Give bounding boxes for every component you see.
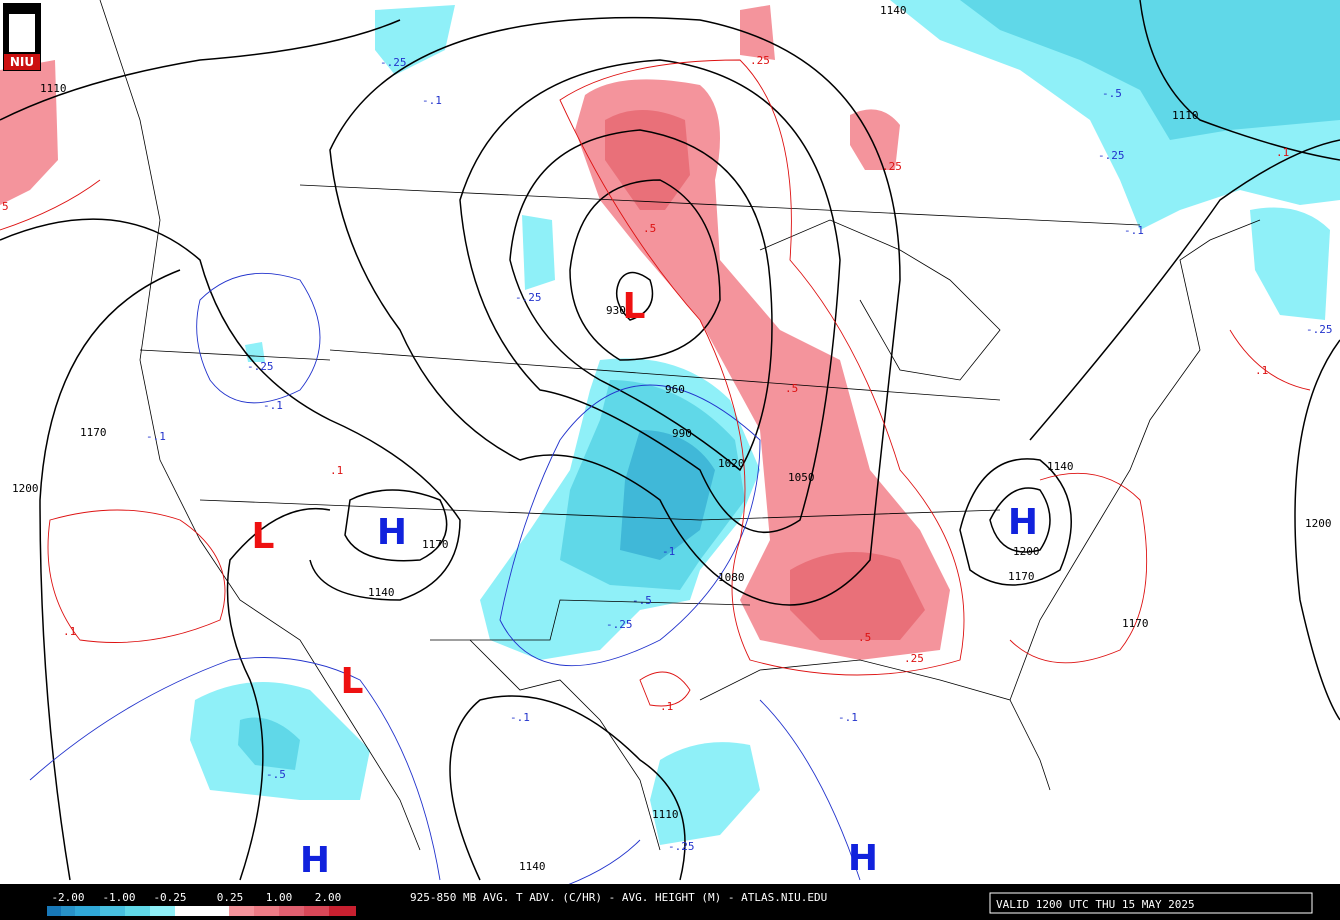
height-label: 1050: [788, 471, 815, 484]
advection-label: -.25: [1306, 323, 1333, 336]
advection-label: -.25: [380, 56, 407, 69]
high-center: H: [377, 512, 407, 553]
height-label: 1200: [12, 482, 39, 495]
advection-label: 5: [2, 200, 9, 213]
height-label: 1170: [422, 538, 449, 551]
height-label: 1170: [1008, 570, 1035, 583]
low-center: L: [623, 286, 646, 327]
height-label: 1020: [718, 457, 745, 470]
advection-label: .25: [750, 54, 770, 67]
height-label: 1110: [652, 808, 679, 821]
advection-label: -.25: [668, 840, 695, 853]
logo: NIU: [3, 3, 41, 71]
height-label: 1200: [1305, 517, 1332, 530]
height-label: 1140: [519, 860, 546, 873]
advection-label: -.1: [1124, 224, 1144, 237]
map-title: 925-850 MB AVG. T ADV. (C/HR) - AVG. HEI…: [410, 891, 827, 904]
advection-label: -.25: [515, 291, 542, 304]
advection-label: -.1: [263, 399, 283, 412]
advection-label: .25: [904, 652, 924, 665]
advection-label: .5: [643, 222, 656, 235]
advection-label: .5: [858, 631, 871, 644]
advection-label: -.25: [247, 360, 274, 373]
height-label: 1110: [1172, 109, 1199, 122]
height-label: 1140: [368, 586, 395, 599]
legend-label: 2.00: [315, 891, 342, 904]
valid-box: [989, 892, 1313, 914]
colorbar: [47, 906, 356, 916]
advection-label: -.5: [632, 594, 652, 607]
advection-label: .1: [1276, 146, 1289, 159]
advection-label: -.25: [1098, 149, 1125, 162]
low-center: L: [252, 516, 275, 557]
advection-label: -.5: [1102, 87, 1122, 100]
high-center: H: [1008, 502, 1038, 543]
height-label: 1080: [718, 571, 745, 584]
height-label: 1170: [1122, 617, 1149, 630]
advection-label: .1: [330, 464, 343, 477]
legend-label: -2.00: [51, 891, 84, 904]
height-label: 1200: [1013, 545, 1040, 558]
contours: [0, 0, 1340, 901]
valid-time: VALID 1200 UTC THU 15 MAY 2025: [996, 898, 1195, 911]
legend-label: 1.00: [266, 891, 293, 904]
low-center: L: [341, 661, 364, 702]
advection-label: -.1: [510, 711, 530, 724]
height-label: 1140: [880, 4, 907, 17]
advection-label: .1: [660, 700, 673, 713]
height-label: 990: [672, 427, 692, 440]
height-label: 1140: [1047, 460, 1074, 473]
logo-text: NIU: [10, 55, 34, 69]
advection-label: -.25: [606, 618, 633, 631]
geography: [99, 0, 1261, 851]
advection-label: -.5: [266, 768, 286, 781]
advection-label: .5: [785, 382, 798, 395]
high-center: H: [300, 840, 330, 881]
advection-label: -.1: [146, 430, 166, 443]
height-label: 1110: [40, 82, 67, 95]
height-label: 960: [665, 383, 685, 396]
legend-label: -1.00: [102, 891, 135, 904]
advection-label: .1: [63, 625, 76, 638]
advection-label: -.1: [422, 94, 442, 107]
advection-label: .1: [1255, 364, 1268, 377]
advection-label: .25: [882, 160, 902, 173]
advection-label: -1: [662, 545, 675, 558]
height-label: 1170: [80, 426, 107, 439]
advection-label: -.1: [838, 711, 858, 724]
high-center: H: [848, 838, 878, 879]
legend-label: -0.25: [153, 891, 186, 904]
height-label: 930: [606, 304, 626, 317]
legend-label: 0.25: [217, 891, 244, 904]
